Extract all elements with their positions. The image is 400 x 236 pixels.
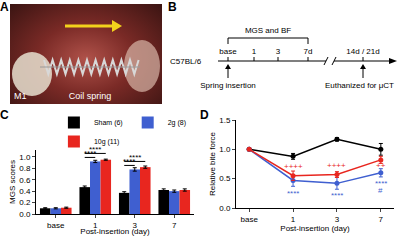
svg-text:10g (11): 10g (11) [94, 138, 120, 146]
svg-text:MGS and BF: MGS and BF [245, 26, 291, 35]
svg-text:base: base [240, 215, 258, 224]
svg-text:3: 3 [276, 47, 281, 56]
svg-text:0.2: 0.2 [19, 198, 31, 207]
html-text:D: D [200, 108, 209, 122]
svg-text:0.0: 0.0 [219, 204, 231, 213]
svg-text:****: **** [331, 191, 343, 200]
svg-text:****: **** [84, 149, 96, 158]
svg-text:Coil spring: Coil spring [69, 91, 112, 101]
svg-text:1.0: 1.0 [219, 145, 231, 154]
svg-text:1.0: 1.0 [19, 153, 31, 162]
svg-text:Post-insertion (day): Post-insertion (day) [280, 224, 350, 233]
svg-text:C57BL/6: C57BL/6 [170, 57, 202, 66]
svg-text:Euthanized for μCT: Euthanized for μCT [325, 81, 394, 90]
svg-text:#: # [378, 186, 383, 195]
svg-text:++++: ++++ [284, 162, 303, 171]
svg-text:++++: ++++ [327, 161, 346, 170]
svg-text:****: **** [287, 189, 299, 198]
svg-text:Relative bite force: Relative bite force [208, 131, 217, 196]
svg-text:1: 1 [291, 215, 296, 224]
svg-text:****: **** [123, 157, 135, 166]
svg-text:1: 1 [252, 47, 257, 56]
svg-text:++: ++ [376, 161, 386, 170]
html-text:B: B [168, 0, 177, 14]
svg-text:****: **** [89, 145, 101, 154]
svg-text:3: 3 [133, 221, 138, 230]
svg-text:1: 1 [93, 221, 98, 230]
html-text:C: C [0, 108, 9, 122]
svg-text:M1: M1 [14, 91, 27, 101]
svg-text:0.5: 0.5 [219, 174, 231, 183]
svg-text:14d / 21d: 14d / 21d [346, 47, 379, 56]
svg-text:base: base [219, 47, 237, 56]
svg-text:MGS scores: MGS scores [8, 160, 17, 204]
svg-text:Sham (6): Sham (6) [94, 119, 123, 127]
svg-text:2g (8): 2g (8) [168, 119, 186, 127]
svg-text:base: base [47, 221, 65, 230]
svg-text:7: 7 [379, 215, 384, 224]
svg-text:3: 3 [335, 215, 340, 224]
svg-text:****: **** [375, 179, 387, 188]
svg-text:0.6: 0.6 [19, 176, 31, 185]
svg-text:0.8: 0.8 [19, 164, 31, 173]
svg-text:Spring insertion: Spring insertion [200, 81, 256, 90]
svg-text:Post-insertion (day): Post-insertion (day) [80, 227, 150, 236]
svg-text:****: **** [129, 153, 141, 162]
svg-text:7: 7 [172, 221, 177, 230]
svg-text:0.4: 0.4 [19, 187, 31, 196]
html-text:A: A [0, 0, 9, 14]
svg-text:7d: 7d [304, 47, 313, 56]
svg-text:0.0: 0.0 [19, 210, 31, 219]
svg-text:1.5: 1.5 [219, 116, 231, 125]
